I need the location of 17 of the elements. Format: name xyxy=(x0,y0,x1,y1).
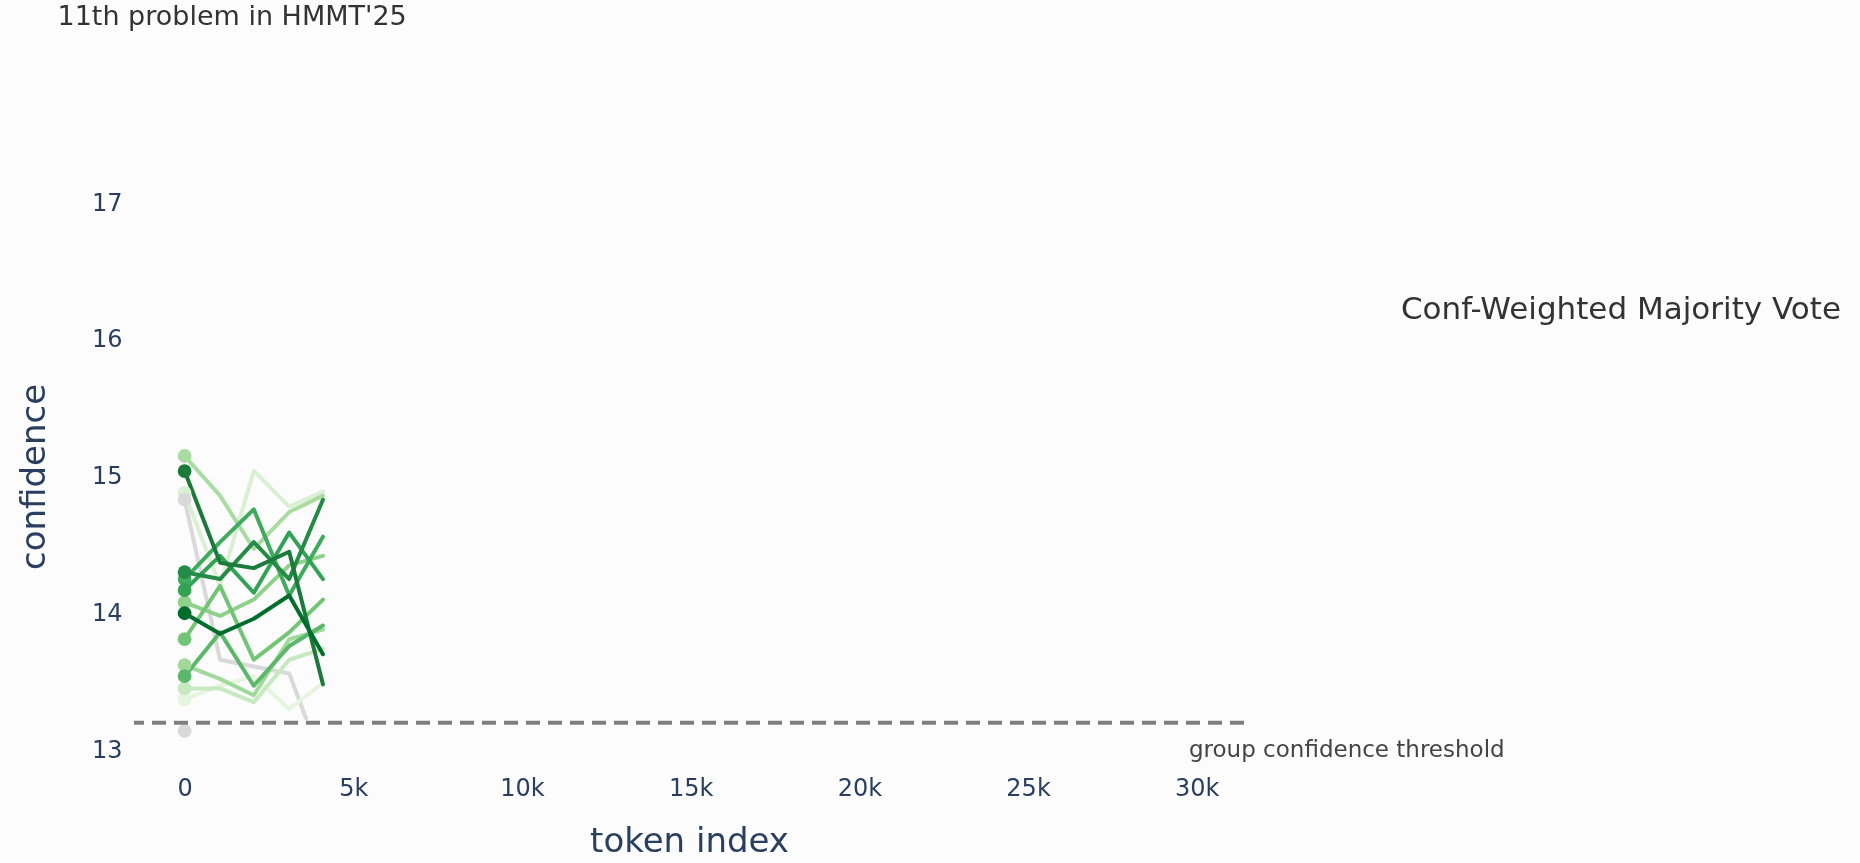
y-tick-label: 16 xyxy=(91,325,123,354)
x-tick-label: 20k xyxy=(837,773,883,802)
ref-line-label: group confidence threshold xyxy=(1189,735,1505,762)
x-tick-label: 5k xyxy=(339,773,369,802)
y-tick-label: 17 xyxy=(91,188,123,217)
x-tick-label: 30k xyxy=(1175,773,1220,802)
x-axis-title: token index xyxy=(590,819,789,860)
x-tick-label: 15k xyxy=(668,773,714,802)
chart-title: 11th problem in HMMT'25 xyxy=(57,0,407,31)
y-tick-label: 14 xyxy=(91,598,123,627)
y-axis-title: confidence xyxy=(12,383,53,571)
y-tick-label: 13 xyxy=(91,735,123,764)
x-tick-label: 25k xyxy=(1006,773,1051,802)
x-tick-label: 10k xyxy=(500,773,545,802)
y-tick-label: 15 xyxy=(91,462,123,490)
text: Conf-Weighted Majority Vote xyxy=(1400,290,1841,326)
x-tick-label: 0 xyxy=(177,773,193,802)
